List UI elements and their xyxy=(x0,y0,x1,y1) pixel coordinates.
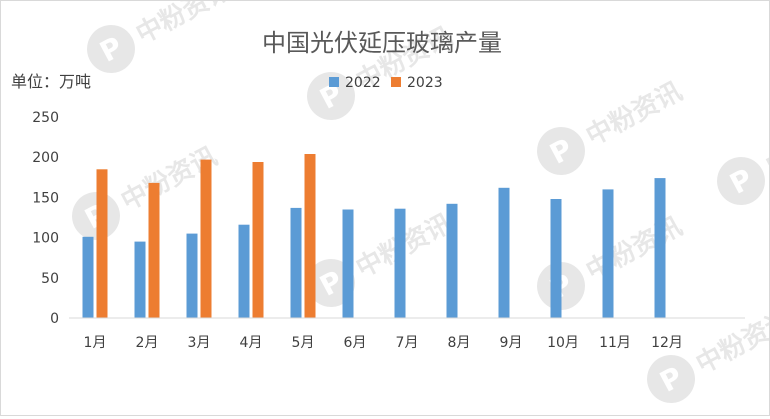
x-tick-label: 2月 xyxy=(136,335,159,351)
y-tick-label: 250 xyxy=(32,110,59,126)
watermark-text: 中粉资讯 xyxy=(581,77,687,152)
bar-2023-1月 xyxy=(96,169,108,318)
x-tick-label: 4月 xyxy=(240,335,263,351)
x-tick-label: 3月 xyxy=(188,335,211,351)
x-tick-label: 7月 xyxy=(396,335,419,351)
bar-2023-4月 xyxy=(252,162,264,318)
legend-swatch-2022 xyxy=(329,77,339,87)
bar-2022-1月 xyxy=(82,236,94,318)
bar-2023-3月 xyxy=(200,159,212,318)
legend: 2022 2023 xyxy=(329,75,443,91)
y-tick-label: 100 xyxy=(32,231,59,247)
p-logo-icon: P xyxy=(537,127,585,175)
y-tick-label: 0 xyxy=(50,311,59,327)
p-logo-icon: P xyxy=(307,72,355,120)
legend-swatch-2023 xyxy=(391,77,401,87)
bar-2022-5月 xyxy=(290,207,302,318)
watermark-text: 中粉资讯 xyxy=(131,1,237,50)
bars xyxy=(82,154,666,318)
bar-2022-11月 xyxy=(602,189,614,318)
bar-2022-7月 xyxy=(394,208,406,318)
bar-2022-9月 xyxy=(498,187,510,318)
bar-2022-4月 xyxy=(238,224,250,318)
x-tick-label: 10月 xyxy=(547,335,579,351)
x-tick-label: 8月 xyxy=(448,335,471,351)
y-tick-label: 50 xyxy=(41,271,59,287)
legend-label-2023: 2023 xyxy=(407,75,443,91)
x-tick-label: 5月 xyxy=(292,335,315,351)
x-tick-label: 11月 xyxy=(599,335,631,351)
x-tick-label: 1月 xyxy=(84,335,107,351)
bar-2022-6月 xyxy=(342,209,354,318)
bar-2022-8月 xyxy=(446,203,458,318)
y-axis-ticks: 0 50 100 150 200 250 xyxy=(32,110,59,327)
x-tick-label: 12月 xyxy=(651,335,683,351)
watermark-text: 中粉资讯 xyxy=(691,305,769,380)
y-axis-unit-label: 单位：万吨 xyxy=(11,72,91,91)
p-logo-icon: P xyxy=(717,157,765,205)
bar-2022-3月 xyxy=(186,233,198,318)
bar-2022-2月 xyxy=(134,241,146,318)
bar-2023-2月 xyxy=(148,182,160,318)
watermark-text: 中粉资讯 xyxy=(581,212,687,287)
y-tick-label: 200 xyxy=(32,150,59,166)
x-axis-ticks: 1月 2月 3月 4月 5月 6月 7月 8月 9月 10月 11月 12月 xyxy=(84,335,683,351)
p-logo-icon: P xyxy=(647,355,695,403)
y-tick-label: 150 xyxy=(32,190,59,206)
x-tick-label: 6月 xyxy=(344,335,367,351)
bar-2022-12月 xyxy=(654,178,666,318)
bar-2023-5月 xyxy=(304,154,316,318)
chart-title: 中国光伏延压玻璃产量 xyxy=(262,29,502,57)
legend-label-2022: 2022 xyxy=(345,75,381,91)
bar-2022-10月 xyxy=(550,199,562,318)
x-tick-label: 9月 xyxy=(500,335,523,351)
p-logo-icon: P xyxy=(87,24,135,73)
